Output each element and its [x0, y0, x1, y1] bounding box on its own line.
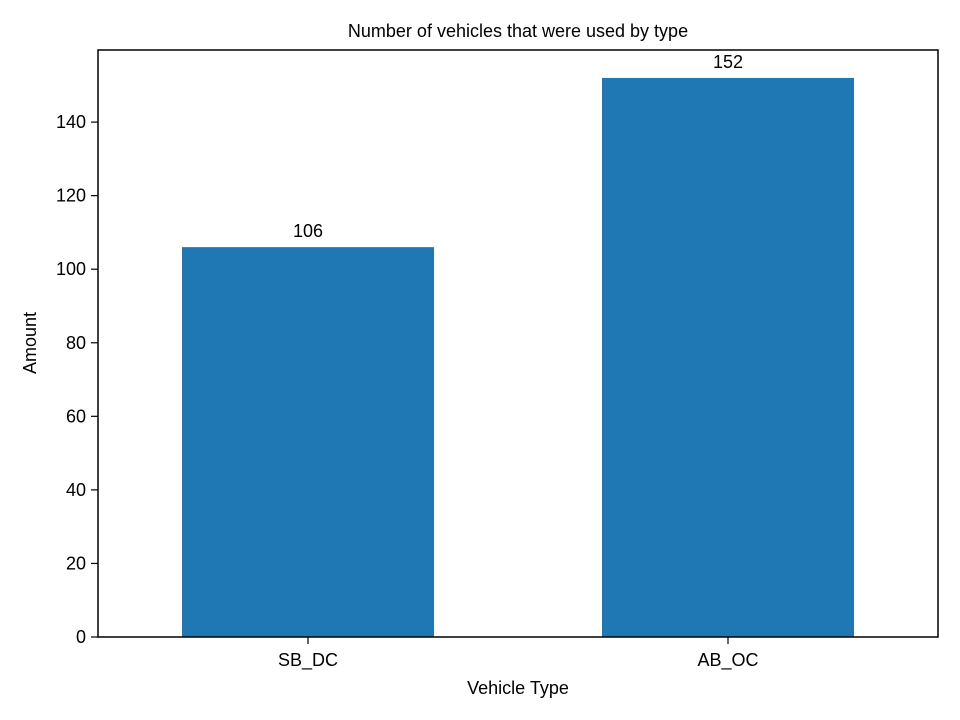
y-tick-label: 20 — [66, 553, 86, 573]
bar-sb-dc — [182, 247, 434, 637]
data-labels-group: 106 152 — [293, 52, 743, 241]
y-tick-label: 40 — [66, 480, 86, 500]
y-tick-label: 100 — [56, 259, 86, 279]
y-tick-label: 140 — [56, 112, 86, 132]
x-tick-label: AB_OC — [697, 650, 758, 671]
y-tick-label: 120 — [56, 186, 86, 206]
chart-title: Number of vehicles that were used by typ… — [348, 21, 688, 41]
x-axis-label: Vehicle Type — [467, 678, 569, 698]
bar-ab-oc — [602, 77, 854, 637]
data-label: 152 — [713, 52, 743, 72]
x-axis-ticks: SB_DC AB_OC — [278, 637, 759, 671]
y-axis-label: Amount — [20, 312, 40, 374]
y-tick-label: 0 — [76, 627, 86, 647]
x-tick-label: SB_DC — [278, 650, 338, 671]
plot-frame — [97, 49, 939, 638]
y-tick-label: 60 — [66, 406, 86, 426]
data-label: 106 — [293, 221, 323, 241]
bars-group — [182, 77, 854, 637]
y-axis-ticks: 0 20 40 60 80 100 120 140 — [56, 112, 98, 647]
y-tick-label: 80 — [66, 333, 86, 353]
